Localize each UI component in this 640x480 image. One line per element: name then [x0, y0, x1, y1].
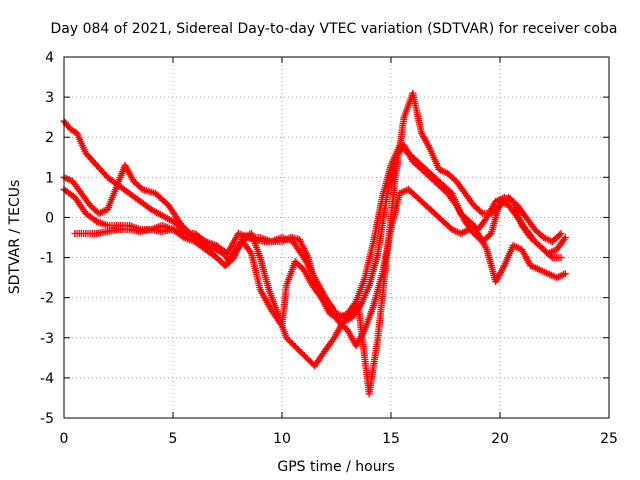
plot-frame: [63, 56, 610, 419]
y-tick-label: -2: [40, 291, 54, 307]
y-tick-label: -4: [40, 371, 54, 387]
x-axis-ticks: 0 5 10 15 20 25: [60, 57, 618, 447]
y-tick-label: 0: [45, 210, 54, 226]
y-tick-label: 4: [45, 50, 54, 66]
y-axis-label: SDTVAR / TECUs: [7, 180, 23, 295]
series-track-3: [60, 185, 569, 350]
data-points: [60, 89, 569, 398]
data-point-marker: [557, 229, 565, 237]
y-tick-label: -5: [40, 411, 54, 427]
y-axis-ticks: -5 -4 -3 -2 -1 0 1 2 3 4: [40, 50, 609, 427]
y-tick-label: -1: [40, 251, 54, 267]
x-tick-label: 25: [600, 431, 618, 447]
x-tick-label: 0: [60, 431, 69, 447]
x-tick-label: 15: [382, 431, 400, 447]
data-point-marker: [561, 234, 569, 241]
x-tick-label: 10: [273, 431, 291, 447]
series-track-4: [71, 89, 565, 398]
y-tick-label: 2: [45, 130, 54, 146]
y-tick-label: -3: [40, 331, 54, 347]
chart-title: Day 084 of 2021, Sidereal Day-to-day VTE…: [51, 21, 618, 37]
data-point-marker: [556, 231, 564, 239]
data-point-marker: [477, 208, 485, 216]
data-point-marker: [561, 270, 569, 278]
x-tick-label: 5: [169, 431, 178, 447]
data-point-marker: [557, 254, 565, 262]
y-tick-label: 3: [45, 90, 54, 106]
x-axis-label: GPS time / hours: [277, 459, 394, 475]
y-tick-label: 1: [45, 170, 54, 186]
x-tick-label: 20: [491, 431, 509, 447]
data-point-marker: [547, 252, 555, 260]
